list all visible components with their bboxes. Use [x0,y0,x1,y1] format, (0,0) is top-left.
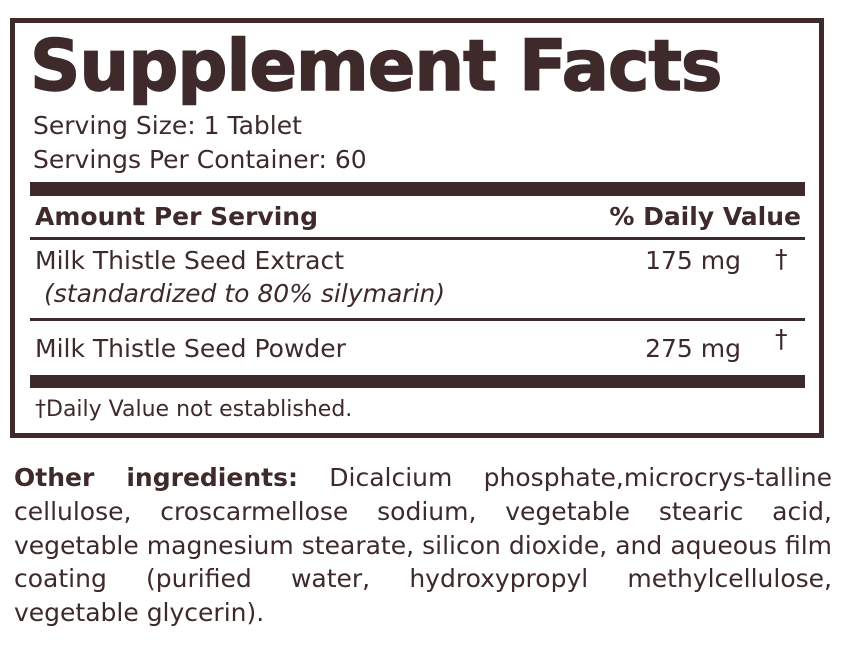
thin-divider [30,318,805,321]
servings-per-container: Servings Per Container: 60 [33,145,367,174]
ingredient-amount: 275 mg [645,334,741,363]
ingredient-name: Milk Thistle Seed Extract [35,246,345,275]
thin-divider [30,237,805,240]
ingredient-note: (standardized to 80% silymarin) [44,279,446,308]
dagger-mark: † [775,244,788,273]
amount-per-serving-header: Amount Per Serving [35,202,318,231]
thick-divider [30,375,805,388]
ingredient-amount: 175 mg [645,246,741,275]
dagger-mark: † [775,324,788,353]
other-ingredients-text: Dicalcium phosphate,microcrys-talline ce… [14,463,832,628]
footnote: †Daily Value not established. [35,397,353,422]
panel-title: Supplement Facts [29,24,723,108]
thick-divider [30,182,805,196]
serving-size: Serving Size: 1 Tablet [33,111,302,140]
other-ingredients: Other ingredients: Dicalcium phosphate,m… [14,461,832,630]
supplement-facts-panel [10,18,824,438]
other-ingredients-label: Other ingredients: [14,463,298,492]
ingredient-name: Milk Thistle Seed Powder [35,334,346,363]
daily-value-header: % Daily Value [609,202,801,231]
